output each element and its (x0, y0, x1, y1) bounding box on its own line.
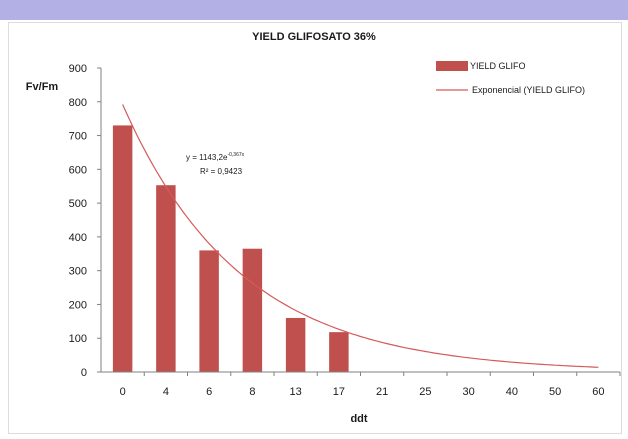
equation-exponent: -0,367x (227, 152, 244, 158)
y-tick-label: 300 (69, 266, 87, 278)
y-tick-label: 700 (69, 131, 87, 143)
legend: YIELD GLIFO Exponencial (YIELD GLIFO) (436, 61, 585, 95)
bar (199, 250, 219, 372)
x-tick-label: 30 (463, 386, 475, 398)
y-tick-label: 200 (69, 299, 87, 311)
x-tick-label: 40 (506, 386, 518, 398)
bar (156, 185, 176, 372)
trendline-equation: y = 1143,2e-0,367x R² = 0,9423 (186, 152, 245, 176)
svg-text:y = 1143,2e-0,367x: y = 1143,2e-0,367x (186, 152, 245, 162)
y-tick-label: 100 (69, 333, 87, 345)
y-tick-label: 800 (69, 97, 87, 109)
x-tick-label: 4 (163, 386, 169, 398)
x-tick-label: 25 (419, 386, 431, 398)
x-tick-label: 6 (206, 386, 212, 398)
y-tick-label: 0 (81, 367, 87, 379)
x-axis-label: ddt (350, 413, 367, 425)
bar (285, 317, 306, 372)
legend-swatch-yield-glifo (436, 61, 468, 71)
x-tick-label: 60 (592, 386, 604, 398)
x-tick-label: 0 (120, 386, 126, 398)
bar (242, 248, 263, 372)
bar (329, 332, 349, 372)
y-tick-label: 400 (69, 232, 87, 244)
y-tick-label: 500 (69, 198, 87, 210)
legend-label-yield-glifo: YIELD GLIFO (470, 61, 526, 71)
equation-r2: R² = 0,9423 (200, 167, 243, 176)
y-axis-label: Fv/Fm (26, 81, 59, 93)
bar (112, 125, 133, 372)
chart-title: YIELD GLIFOSATO 36% (252, 31, 376, 43)
equation-main: y = 1143,2e (186, 153, 228, 162)
x-tick-label: 50 (549, 386, 561, 398)
header-band (0, 0, 628, 20)
legend-label-trendline: Exponencial (YIELD GLIFO) (472, 85, 585, 95)
x-tick-label: 8 (249, 386, 255, 398)
y-tick-label: 900 (69, 63, 87, 75)
x-tick-label: 21 (376, 386, 388, 398)
chart-frame (8, 22, 622, 434)
x-tick-label: 13 (290, 386, 302, 398)
y-tick-label: 600 (69, 164, 87, 176)
trendline (122, 104, 599, 368)
x-tick-label: 17 (333, 386, 345, 398)
